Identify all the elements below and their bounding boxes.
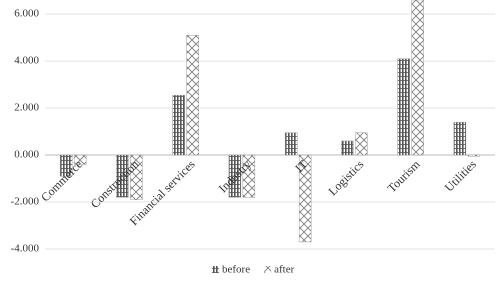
bar xyxy=(411,0,424,156)
bar xyxy=(59,154,73,177)
bar xyxy=(355,132,368,156)
y-tick-label: 6.000 xyxy=(14,8,39,20)
y-tick-label: 4.000 xyxy=(14,55,39,67)
y-tick-label: -2.000 xyxy=(11,196,40,208)
legend-label: after xyxy=(274,264,294,276)
x-tick-label: Utilities xyxy=(442,157,479,194)
y-tick-label: 0.000 xyxy=(14,149,39,161)
y-tick-label: 2.000 xyxy=(14,102,39,114)
bar xyxy=(467,154,481,157)
bar xyxy=(116,154,129,198)
bar xyxy=(73,154,87,165)
legend-label: before xyxy=(222,264,250,276)
bar xyxy=(172,94,185,156)
bar xyxy=(397,58,410,156)
bar xyxy=(284,132,298,156)
bar xyxy=(298,154,312,243)
x-tick-label: Logistics xyxy=(325,157,366,198)
x-tick-label: Tourism xyxy=(385,157,424,196)
bar xyxy=(130,154,143,200)
y-tick-label: -4.000 xyxy=(11,243,40,255)
bar xyxy=(453,121,467,156)
bar xyxy=(228,154,242,198)
bar xyxy=(242,154,256,198)
legend-swatch xyxy=(212,266,219,273)
bar xyxy=(186,35,199,156)
bar xyxy=(341,140,354,156)
legend-swatch xyxy=(264,266,272,273)
